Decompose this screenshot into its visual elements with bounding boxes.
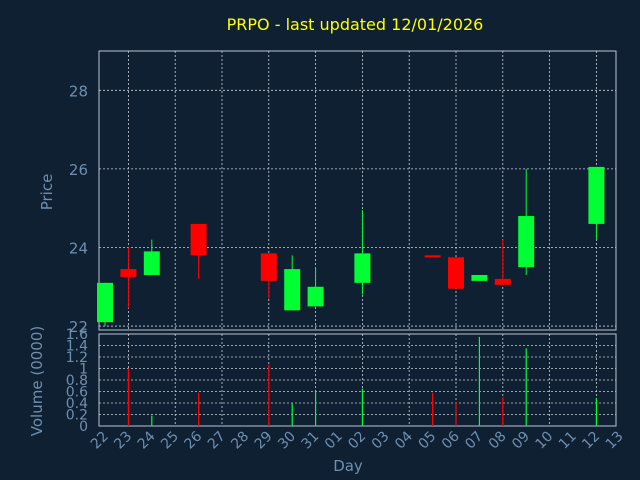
price-tick-label: 28 bbox=[69, 82, 88, 100]
volume-tick-label: 1.2 bbox=[66, 350, 88, 366]
candle-body bbox=[471, 274, 488, 281]
day-tick-label: 31 bbox=[299, 429, 323, 453]
day-tick-label: 06 bbox=[439, 428, 463, 452]
volume-axis-label: Volume (0000) bbox=[28, 326, 46, 436]
candle-body bbox=[588, 166, 605, 224]
day-tick-label: 03 bbox=[369, 429, 393, 453]
candle-body bbox=[518, 216, 535, 268]
day-tick-label: 29 bbox=[252, 429, 276, 453]
day-tick-label: 07 bbox=[462, 429, 486, 453]
candle-body bbox=[284, 269, 301, 311]
volume-bars bbox=[127, 336, 598, 426]
volume-tick-label: 0.8 bbox=[66, 373, 88, 389]
day-tick-label: 13 bbox=[603, 429, 627, 453]
volume-panel: 00.20.40.60.811.21.41.6 Volume (0000) bbox=[28, 326, 617, 436]
day-tick-label: 11 bbox=[556, 429, 580, 453]
day-tick-label: 23 bbox=[111, 429, 135, 453]
volume-y-ticks: 00.20.40.60.811.21.41.6 bbox=[66, 327, 88, 435]
day-tick-label: 04 bbox=[392, 428, 416, 452]
volume-tick-label: 1 bbox=[79, 362, 88, 378]
day-tick-label: 30 bbox=[275, 429, 299, 453]
candle-body bbox=[307, 286, 324, 307]
price-tick-label: 26 bbox=[69, 161, 88, 179]
day-x-ticks: 22 23 24 25 26 27 28 29 30 31 01 02 03 04 05 06 07 08 09 10… bbox=[88, 428, 627, 452]
candle-body bbox=[143, 251, 160, 275]
price-y-ticks: 22 24 26 28 bbox=[69, 82, 88, 336]
volume-tick-label: 0 bbox=[79, 419, 88, 435]
price-tick-label: 22 bbox=[69, 318, 88, 336]
day-tick-label: 10 bbox=[533, 429, 557, 453]
day-tick-label: 26 bbox=[182, 428, 206, 452]
candle-body bbox=[120, 269, 137, 277]
day-tick-label: 02 bbox=[345, 429, 369, 453]
volume-tick-label: 0.6 bbox=[66, 385, 88, 401]
day-tick-label: 08 bbox=[486, 429, 510, 453]
price-tick-label: 24 bbox=[69, 239, 88, 257]
day-tick-label: 12 bbox=[579, 429, 603, 453]
chart-title: PRPO - last updated 12/01/2026 bbox=[227, 15, 484, 34]
day-tick-label: 24 bbox=[135, 428, 159, 452]
volume-tick-label: 1.6 bbox=[66, 327, 88, 343]
candle-body bbox=[494, 278, 511, 285]
day-tick-label: 01 bbox=[322, 429, 346, 453]
day-tick-label: 09 bbox=[509, 429, 533, 453]
day-axis-label: Day bbox=[333, 457, 363, 475]
volume-tick-label: 0.2 bbox=[66, 408, 88, 424]
candle-body bbox=[354, 253, 371, 283]
price-plot-area bbox=[98, 50, 617, 331]
candle-body bbox=[97, 282, 113, 323]
day-tick-label: 05 bbox=[416, 429, 440, 453]
candle-body bbox=[424, 255, 441, 258]
day-tick-label: 28 bbox=[228, 429, 252, 453]
day-tick-label: 27 bbox=[205, 429, 229, 453]
day-tick-label: 22 bbox=[88, 429, 112, 453]
volume-tick-label: 1.4 bbox=[66, 339, 88, 355]
candles bbox=[97, 166, 605, 327]
price-axis-label: Price bbox=[38, 174, 56, 211]
day-tick-label: 25 bbox=[158, 429, 182, 453]
candle-body bbox=[448, 257, 464, 289]
candle-body bbox=[260, 253, 277, 281]
volume-tick-label: 0.4 bbox=[66, 396, 88, 412]
volume-plot-area bbox=[98, 333, 617, 427]
candle-body bbox=[190, 223, 207, 256]
price-panel: 22 24 26 28 Price bbox=[38, 50, 617, 336]
